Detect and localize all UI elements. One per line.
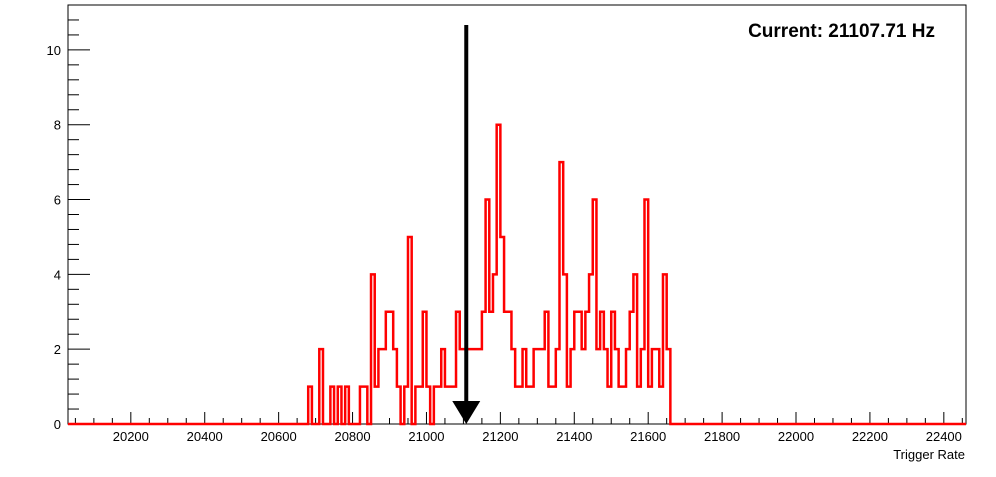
y-tick-label: 2 xyxy=(54,342,61,357)
x-tick-label: 21600 xyxy=(630,429,666,444)
x-tick-label: 20200 xyxy=(113,429,149,444)
x-tick-label: 21800 xyxy=(704,429,740,444)
x-axis-label: Trigger Rate xyxy=(893,447,965,462)
x-tick-label: 20600 xyxy=(261,429,297,444)
x-tick-label: 20800 xyxy=(334,429,370,444)
y-tick-label: 4 xyxy=(54,267,61,282)
plot-frame xyxy=(67,4,967,425)
y-tick-label: 10 xyxy=(47,43,61,58)
y-axis: 0 2 4 6 8 10 xyxy=(47,4,90,432)
histogram-series-line xyxy=(68,123,966,426)
x-tick-label: 22200 xyxy=(852,429,888,444)
y-tick-label: 8 xyxy=(54,118,61,133)
current-rate-arrow-head xyxy=(452,401,481,424)
y-tick-label: 0 xyxy=(54,417,61,432)
x-tick-label: 22400 xyxy=(926,429,962,444)
x-tick-label: 21400 xyxy=(556,429,592,444)
x-axis: 20200 20400 20600 20800 21000 21200 21400 21600… xyxy=(74,412,963,444)
current-rate-annotation: Current: 21107.71 Hz xyxy=(748,21,935,42)
x-tick-label: 21200 xyxy=(482,429,518,444)
current-rate-marker xyxy=(452,25,481,424)
x-tick-label: 22000 xyxy=(778,429,814,444)
y-tick-label: 6 xyxy=(54,193,61,208)
x-tick-label: 21000 xyxy=(408,429,444,444)
x-tick-label: 20400 xyxy=(187,429,223,444)
